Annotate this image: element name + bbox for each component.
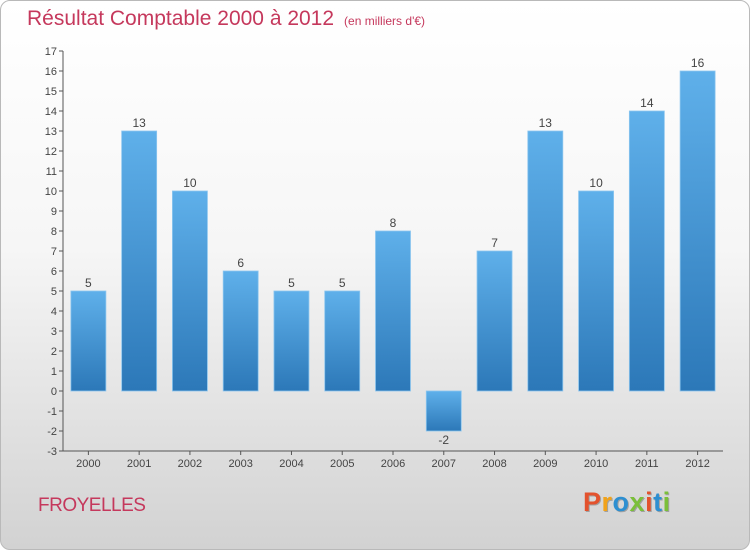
bar-2009 — [527, 130, 564, 392]
x-tick-label: 2011 — [635, 458, 659, 470]
data-label-2001: 13 — [132, 116, 146, 130]
y-tick-label: 9 — [51, 206, 57, 218]
y-tick-label: 3 — [51, 326, 57, 338]
x-tick-label: 2010 — [584, 458, 608, 470]
logo-letter: t — [653, 487, 663, 517]
bar-2007 — [425, 390, 462, 432]
bar-2001 — [121, 130, 158, 392]
x-tick-label: 2007 — [432, 458, 456, 470]
y-tick-label: 0 — [51, 386, 57, 398]
x-tick-label: 2008 — [482, 458, 506, 470]
chart-data-labels: 5 13 10 6 5 5 8 -2 7 13 10 14 16 — [85, 56, 705, 447]
data-label-2006: 8 — [390, 216, 397, 230]
data-label-2007: -2 — [438, 433, 449, 447]
x-tick-label: 2000 — [76, 458, 100, 470]
x-tick-label: 2005 — [330, 458, 354, 470]
data-label-2003: 6 — [237, 256, 244, 270]
bar-2012 — [679, 70, 716, 392]
y-tick-label: 6 — [51, 266, 57, 278]
logo-letter: P — [583, 487, 602, 517]
data-label-2004: 5 — [288, 276, 295, 290]
chart-title: Résultat Comptable 2000 à 2012 (en millie… — [27, 7, 425, 31]
bar-2008 — [476, 250, 513, 392]
y-tick-label: 16 — [45, 66, 57, 78]
x-tick-label: 2003 — [228, 458, 252, 470]
x-tick-label: 2012 — [685, 458, 709, 470]
logo-letter: x — [629, 487, 646, 517]
y-tick-label: 4 — [51, 306, 57, 318]
y-tick-label: 15 — [45, 86, 57, 98]
y-tick-label: 17 — [45, 46, 57, 58]
x-tick-label: 2006 — [381, 458, 405, 470]
data-label-2009: 13 — [539, 116, 553, 130]
y-tick-label: 11 — [46, 166, 57, 178]
y-tick-label: 1 — [51, 366, 57, 378]
y-tick-label: 12 — [45, 146, 57, 158]
bar-2002 — [172, 190, 208, 392]
chart-title-main: Résultat Comptable 2000 à 2012 — [27, 7, 335, 30]
bar-2005 — [324, 290, 361, 392]
data-label-2005: 5 — [339, 276, 346, 290]
y-tick-label: 7 — [51, 246, 57, 258]
bar-2003 — [222, 270, 259, 392]
x-tick-label: 2004 — [279, 458, 303, 470]
data-label-2008: 7 — [491, 236, 498, 250]
y-tick-label: 2 — [51, 346, 57, 358]
data-label-2012: 16 — [691, 56, 705, 70]
logo-letter: o — [612, 487, 630, 517]
logo-letter: r — [601, 487, 613, 517]
logo-letter: i — [662, 487, 671, 517]
y-tick-label: -1 — [47, 406, 57, 418]
y-tick-label: 8 — [51, 226, 57, 238]
data-label-2000: 5 — [85, 276, 92, 290]
proxiti-logo: Proxiti — [583, 487, 671, 518]
city-name: FROYELLES — [38, 495, 146, 516]
bar-2010 — [578, 190, 614, 392]
y-tick-label: 10 — [45, 186, 57, 198]
bar-2011 — [628, 110, 665, 392]
data-label-2010: 10 — [589, 176, 603, 190]
bar-2004 — [273, 290, 310, 392]
y-tick-label: 13 — [45, 126, 57, 138]
y-tick-label: 5 — [51, 286, 57, 298]
data-label-2011: 14 — [640, 96, 654, 110]
chart-title-unit: (en milliers d'€) — [344, 14, 426, 28]
logo-letter: i — [645, 487, 654, 517]
bar-2006 — [375, 230, 411, 392]
x-tick-label: 2002 — [178, 458, 202, 470]
y-tick-label: -2 — [47, 426, 57, 438]
y-tick-label: 14 — [45, 106, 57, 118]
y-tick-label: -3 — [47, 446, 57, 458]
chart-bars — [70, 70, 716, 432]
x-tick-label: 2009 — [533, 458, 557, 470]
bar-2000 — [70, 290, 107, 392]
x-tick-label: 2001 — [127, 458, 151, 470]
data-label-2002: 10 — [183, 176, 197, 190]
